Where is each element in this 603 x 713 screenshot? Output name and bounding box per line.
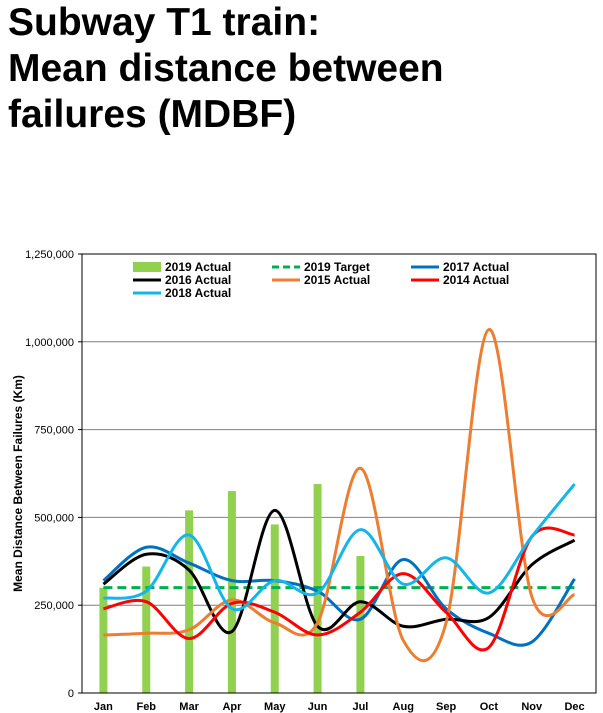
bar-2019-actual (227, 491, 236, 693)
x-tick-label: Mar (179, 701, 199, 713)
legend-label-2017-actual: 2017 Actual (443, 260, 509, 274)
plot-area-border (81, 253, 597, 694)
x-tick-label: Jan (94, 701, 113, 713)
bar-2019-actual (99, 587, 108, 693)
y-axis-label: Mean Distance Between Failures (Km) (11, 375, 25, 592)
title-line-2: Mean distance between (8, 47, 444, 90)
line-2017-actual (102, 545, 576, 647)
y-tick-label: 750,000 (34, 425, 74, 437)
line-2014-actual (103, 526, 575, 652)
legend-label-2016-actual: 2016 Actual (165, 273, 231, 287)
line-2018-actual (103, 483, 576, 612)
x-tick-label: Oct (480, 701, 499, 713)
page-title: Subway T1 train: Mean distance between f… (8, 0, 444, 138)
legend: 2019 Actual 2019 Target 2017 Actual 2016 Ac… (133, 260, 509, 300)
y-tick-label: 1,000,000 (25, 337, 74, 349)
bar-2019-actual (142, 566, 151, 693)
bar-2019-actual (185, 510, 194, 693)
legend-label-2015-actual: 2015 Actual (304, 273, 370, 287)
title-line-1: Subway T1 train: (8, 1, 321, 44)
legend-label-2014-actual: 2014 Actual (443, 273, 509, 287)
legend-swatch-2019-actual (133, 262, 161, 272)
y-tick-label: 500,000 (34, 512, 74, 524)
axes: 0 250,000 500,000 750,000 1,000,000 1,250,000… (11, 249, 597, 713)
x-tick-label: Feb (136, 701, 156, 713)
line-2015-actual (103, 327, 576, 663)
y-tick-label: 250,000 (34, 600, 74, 612)
bar-2019-actual (270, 524, 279, 693)
x-tick-label: Dec (564, 701, 584, 713)
x-tick-label: May (264, 701, 286, 713)
x-tick-label: Apr (222, 701, 242, 713)
y-tick-label: 1,250,000 (25, 249, 74, 261)
x-tick-label: Sep (436, 701, 456, 713)
line-2016-actual (102, 508, 576, 635)
x-tick-label: Jul (352, 701, 368, 713)
line-series (102, 327, 576, 663)
legend-label-2019-actual: 2019 Actual (165, 260, 231, 274)
legend-label-2019-target: 2019 Target (304, 260, 370, 274)
bar-2019-actual (356, 556, 365, 693)
gridlines (82, 341, 596, 606)
y-tick-label: 0 (68, 688, 74, 700)
x-tick-label: Nov (521, 701, 543, 713)
legend-label-2018-actual: 2018 Actual (165, 286, 231, 300)
title-line-3: failures (MDBF) (8, 93, 297, 136)
x-tick-label: Aug (393, 701, 414, 713)
x-tick-label: Jun (308, 701, 328, 713)
